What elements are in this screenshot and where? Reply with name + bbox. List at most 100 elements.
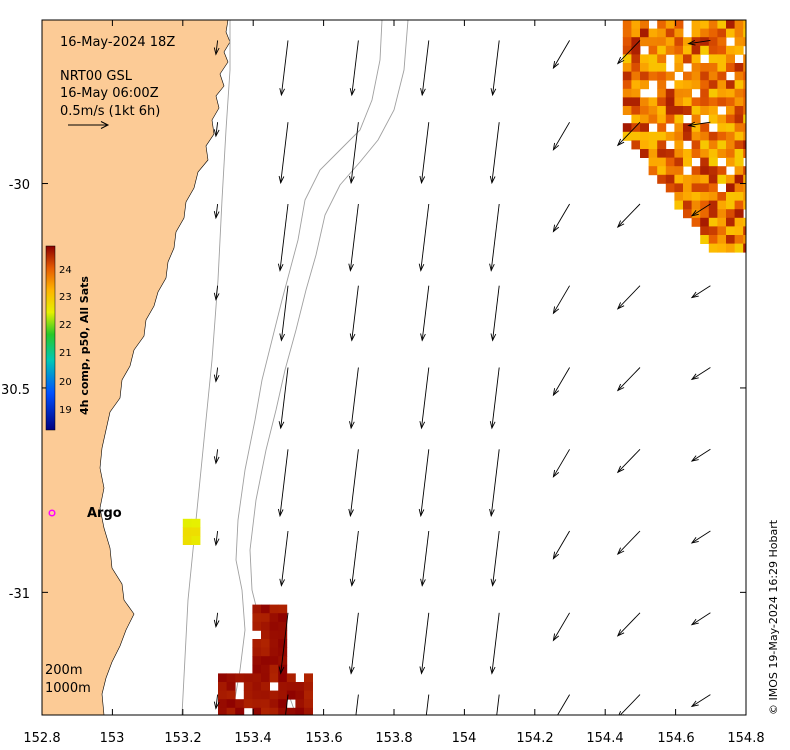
sst-cell [640, 54, 649, 64]
sst-cell [683, 54, 692, 64]
sst-cell [640, 71, 649, 81]
sst-cell [700, 63, 710, 72]
sst-cell [717, 28, 727, 38]
current-arrow [419, 122, 430, 185]
sst-cell [665, 20, 675, 29]
sst-cell [674, 192, 684, 201]
sst-cell [743, 123, 746, 133]
current-arrow [418, 449, 430, 518]
sst-cell [734, 97, 744, 107]
sst-cell [708, 235, 718, 244]
sst-cell [252, 656, 262, 666]
sst-cell [304, 690, 313, 700]
sst-cell [622, 20, 632, 29]
sst-cell [304, 699, 313, 709]
sst-cell [691, 54, 701, 64]
sst-cell [717, 20, 727, 29]
sst-cell [700, 106, 710, 115]
current-arrow [279, 530, 289, 587]
current-arrow [616, 40, 641, 65]
sst-cell [734, 192, 744, 201]
sst-cell [683, 200, 692, 210]
sst-cell [657, 20, 667, 29]
sst-cell [726, 20, 735, 29]
current-arrow [690, 203, 711, 217]
sst-cell [683, 45, 692, 55]
current-arrow [349, 367, 359, 430]
lon-label: 154.6 [657, 731, 694, 746]
sst-cell [295, 682, 305, 691]
sst-cell [734, 45, 744, 55]
sst-cell [278, 656, 288, 666]
colorbar-tick: 24 [59, 265, 72, 276]
sst-cell [278, 673, 288, 683]
sst-cell [734, 166, 744, 176]
sst-cell [726, 183, 735, 193]
sst-cell [252, 621, 262, 631]
sst-cell [674, 200, 684, 210]
sst-cell [726, 28, 735, 38]
sst-cell [743, 71, 746, 81]
sst-cell [743, 243, 746, 253]
sst-cell [743, 20, 746, 29]
sst-cell [631, 80, 641, 90]
sst-cell [700, 166, 710, 176]
sst-cell [631, 88, 641, 98]
current-arrow [690, 530, 711, 544]
sst-cell [640, 106, 649, 115]
sst-cell [640, 114, 649, 124]
current-arrow [616, 285, 641, 310]
current-arrow [420, 530, 430, 587]
sst-cell [726, 131, 735, 141]
sst-cell [726, 209, 735, 219]
current-arrow [552, 367, 570, 397]
sst-cell [657, 63, 667, 72]
current-arrow [355, 694, 359, 715]
sst-cell [674, 88, 684, 98]
sst-cell [708, 166, 718, 176]
sst-cell [269, 613, 279, 623]
sst-cell [691, 37, 701, 47]
sst-cell [252, 682, 262, 691]
current-arrow [552, 612, 570, 642]
sst-cell [286, 682, 296, 691]
sst-cell [708, 217, 718, 227]
sst-cell [622, 45, 632, 55]
sst-cell [700, 97, 710, 107]
sst-cell [674, 174, 684, 184]
sst-cell [700, 192, 710, 201]
sst-cell [700, 71, 710, 81]
sst-cell [700, 123, 710, 133]
sst-cell [674, 20, 684, 29]
sst-cell [726, 235, 735, 244]
sst-cell [717, 80, 727, 90]
sst-cell [631, 140, 641, 150]
current-arrow [213, 530, 220, 547]
sst-cell [683, 80, 692, 90]
sst-cell [191, 536, 201, 545]
current-arrow [490, 285, 500, 342]
contour-legend-1000m: 1000m [45, 681, 91, 696]
sst-cell [734, 114, 744, 124]
sst-cell [708, 54, 718, 64]
argo-float-marker[interactable] [48, 509, 56, 517]
sst-cell [734, 20, 744, 29]
sst-cell [261, 690, 270, 700]
sst-cell [734, 217, 744, 227]
current-arrow [552, 203, 570, 233]
sst-cell [717, 54, 727, 64]
sst-cell [743, 106, 746, 115]
sst-cell [708, 80, 718, 90]
sst-cell [648, 149, 658, 158]
current-arrow [489, 122, 500, 185]
sst-cell [657, 28, 667, 38]
sst-cell [683, 71, 692, 81]
sst-cell [648, 140, 658, 150]
sst-cell [700, 226, 710, 236]
sst-cell [743, 63, 746, 72]
sst-cell [726, 63, 735, 72]
sst-cell [226, 690, 236, 700]
sst-cell [261, 604, 270, 614]
current-arrow [490, 530, 500, 587]
sst-cell [269, 699, 279, 709]
